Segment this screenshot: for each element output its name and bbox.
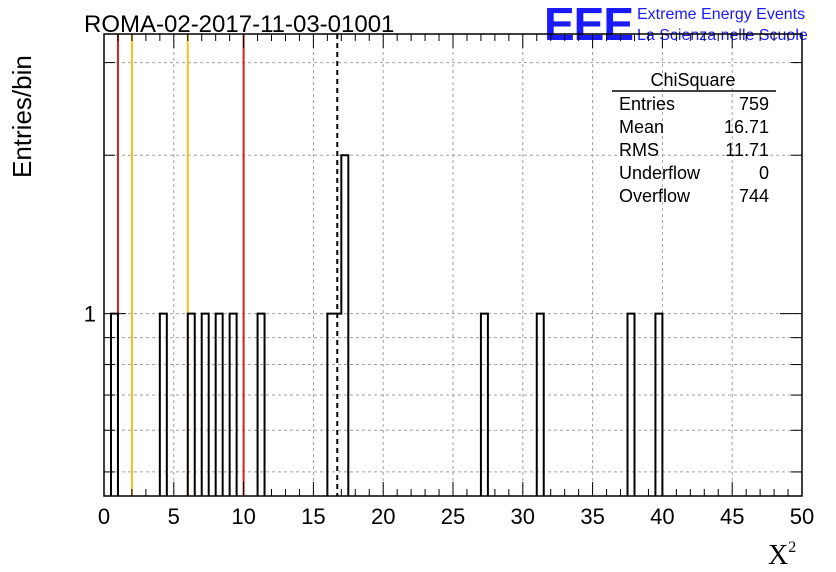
grid: [104, 34, 802, 496]
x-tick-label: 30: [511, 504, 535, 529]
stats-row-value: 16.71: [724, 117, 769, 137]
histogram-bin: [327, 314, 334, 496]
histogram-bin: [216, 314, 223, 496]
eee-logo-line2: La Scienza nelle Scuole: [637, 27, 808, 44]
stats-row: Underflow 0: [619, 163, 769, 183]
stats-row: Entries 759: [619, 94, 769, 114]
x-tick-label: 5: [168, 504, 180, 529]
x-axis-title: X2: [768, 539, 796, 571]
x-tick-label: 40: [650, 504, 674, 529]
x-tick-label: 10: [231, 504, 255, 529]
histogram-bin: [202, 314, 209, 496]
stats-row: Mean 16.71: [619, 117, 769, 137]
x-tick-label: 15: [301, 504, 325, 529]
x-tick-label: 35: [580, 504, 604, 529]
histogram-bin: [628, 314, 635, 496]
x-tick-label: 20: [371, 504, 395, 529]
stats-title: ChiSquare: [650, 70, 735, 90]
x-tick-label: 45: [720, 504, 744, 529]
eee-logo: EEE Extreme Energy Events La Scienza nel…: [544, 0, 808, 50]
histogram-bin: [537, 314, 544, 496]
histogram-bin: [341, 155, 348, 496]
histogram-bin: [258, 314, 265, 496]
stats-row-value: 744: [739, 186, 769, 206]
histogram-bin: [334, 314, 341, 496]
stats-rows: Entries 759 Mean 16.71 RMS 11.71 Underflow 0 Ove…: [619, 94, 769, 206]
x-tick-label: 0: [98, 504, 110, 529]
stats-row-label: Overflow: [619, 186, 691, 206]
eee-logo-mark: EEE: [544, 0, 633, 50]
y-tick-label: 1: [84, 302, 96, 327]
eee-logo-line1: Extreme Energy Events: [637, 6, 805, 23]
stats-row: RMS 11.71: [619, 140, 769, 160]
stats-row-label: Underflow: [619, 163, 701, 183]
histogram-bin: [111, 314, 118, 496]
histogram-bin: [655, 314, 662, 496]
x-axis-title-superscript: 2: [788, 539, 796, 556]
histogram-bin: [481, 314, 488, 496]
stats-row-value: 11.71: [725, 140, 769, 160]
stats-row: Overflow 744: [619, 186, 769, 206]
y-tick-labels: 1: [84, 302, 96, 327]
x-tick-label: 50: [790, 504, 814, 529]
histogram-bin: [188, 314, 195, 496]
stats-row-value: 759: [739, 94, 769, 114]
stats-row-label: Entries: [619, 94, 675, 114]
x-tick-label: 25: [441, 504, 465, 529]
axes: [103, 33, 803, 497]
x-tick-labels: 0 5 10 15 20 25 30 35 40 45 50: [98, 504, 814, 529]
stats-row-value: 0: [759, 163, 769, 183]
stats-row-label: Mean: [619, 117, 664, 137]
histogram-bin: [230, 314, 237, 496]
histogram-bin: [160, 314, 167, 496]
y-axis-title: Entries/bin: [7, 55, 37, 178]
stats-box: ChiSquare Entries 759 Mean 16.71 RMS 11.71 Und…: [612, 70, 776, 206]
stats-row-label: RMS: [619, 140, 659, 160]
x-axis-title-base: X: [768, 540, 788, 571]
